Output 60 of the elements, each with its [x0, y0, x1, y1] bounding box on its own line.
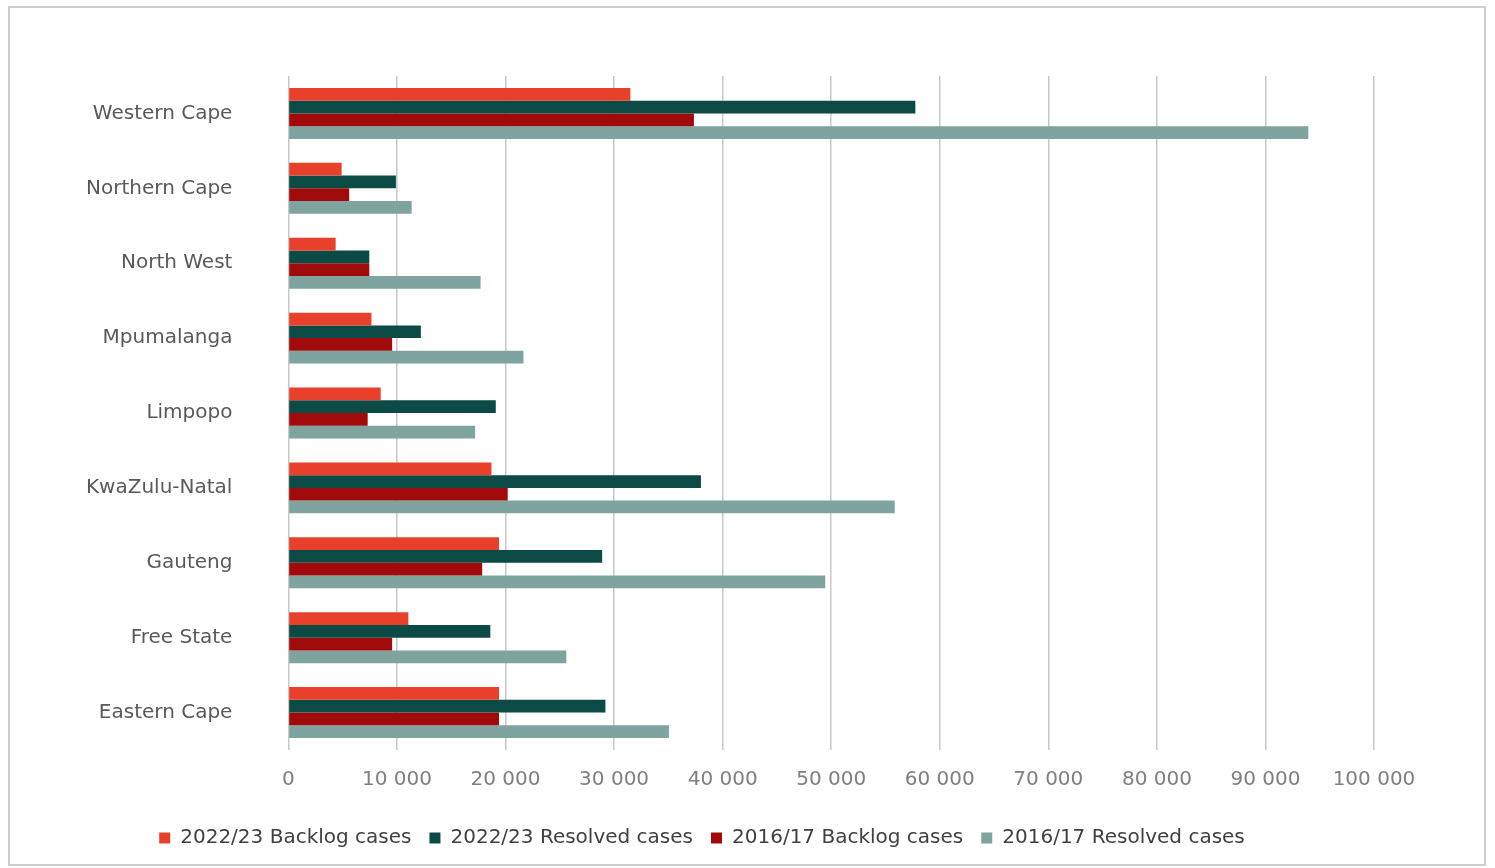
x-tick-label: 100 000 [1332, 766, 1416, 791]
bar [289, 550, 603, 563]
bar [289, 325, 421, 339]
y-tick-label: Eastern Cape [98, 698, 233, 723]
y-tick-label: KwaZulu-Natal [85, 474, 233, 499]
bar [289, 687, 500, 700]
legend-label: 2022/23 Backlog cases [180, 824, 412, 849]
y-tick-label: North West [120, 249, 233, 274]
bar [289, 201, 412, 214]
bar [289, 712, 500, 726]
bar [289, 413, 368, 426]
legend-label: 2022/23 Resolved cases [450, 824, 694, 849]
bar [289, 425, 476, 439]
bar [289, 350, 524, 364]
bar [289, 624, 491, 638]
bar [289, 387, 381, 401]
bar [289, 400, 496, 413]
x-tick-label: 70 000 [1013, 766, 1084, 791]
legend-label: 2016/17 Resolved cases [1002, 824, 1245, 849]
bar [289, 87, 631, 101]
bar [289, 338, 393, 351]
bar [289, 475, 701, 488]
bar [289, 113, 694, 127]
bar [289, 126, 1309, 139]
bar [289, 637, 393, 651]
bar [289, 100, 916, 114]
legend-label: 2016/17 Backlog cases [732, 824, 964, 849]
bar [289, 250, 370, 264]
bar [289, 575, 826, 589]
bar [289, 462, 492, 476]
bar [289, 562, 483, 576]
x-tick-label: 40 000 [687, 766, 758, 791]
bar [289, 312, 372, 326]
bar [289, 188, 350, 202]
x-tick-label: 30 000 [579, 766, 650, 791]
bar [289, 275, 481, 289]
bar [289, 699, 606, 713]
bar [289, 487, 508, 501]
bar [289, 500, 895, 514]
x-tick-label: 10 000 [361, 766, 432, 791]
x-tick-label: 50 000 [796, 766, 867, 791]
bar [289, 263, 370, 276]
bar [289, 162, 342, 176]
y-tick-label: Free State [130, 623, 233, 648]
bar [289, 237, 336, 251]
y-tick-label: Western Cape [92, 99, 233, 124]
y-tick-label: Mpumalanga [102, 324, 233, 349]
x-tick-label: 60 000 [904, 766, 975, 791]
y-tick-label: Gauteng [146, 548, 233, 573]
bar [289, 537, 500, 551]
x-tick-label: 80 000 [1121, 766, 1192, 791]
bar [289, 650, 567, 664]
bar [289, 725, 669, 739]
bar [289, 612, 409, 625]
x-tick-label: 0 [282, 766, 295, 791]
bar [289, 175, 396, 189]
x-tick-label: 90 000 [1230, 766, 1301, 791]
x-tick-label: 20 000 [470, 766, 541, 791]
y-tick-label: Northern Cape [86, 174, 233, 199]
y-tick-label: Limpopo [146, 399, 233, 424]
